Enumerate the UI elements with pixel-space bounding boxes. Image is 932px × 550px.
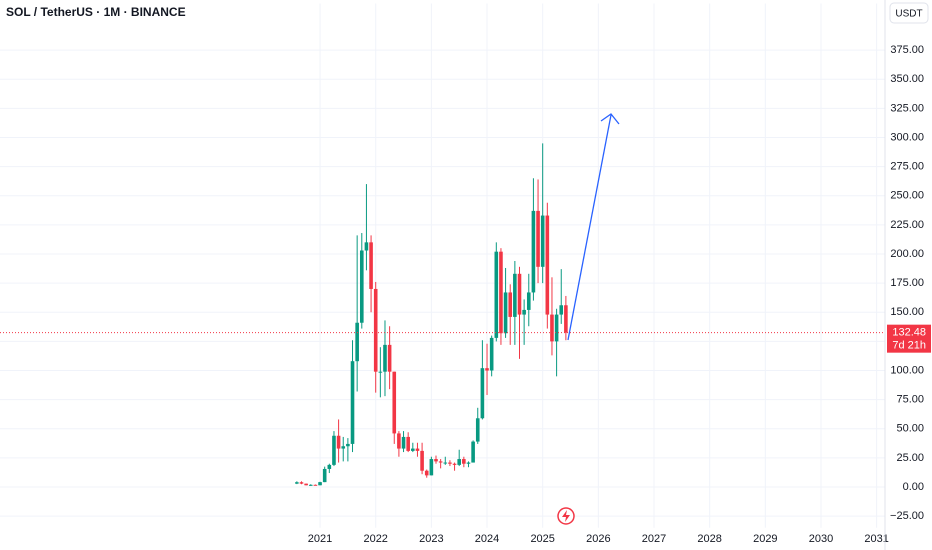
x-tick-label: 2027 bbox=[642, 533, 666, 545]
candle-body bbox=[327, 464, 332, 469]
candle-body bbox=[452, 463, 457, 465]
x-tick-label: 2024 bbox=[475, 533, 499, 545]
candle-body bbox=[308, 484, 313, 486]
candle-body bbox=[336, 435, 341, 449]
candle-body bbox=[406, 436, 410, 451]
candle-body bbox=[457, 459, 461, 465]
candle-body bbox=[341, 446, 346, 449]
candle-body bbox=[369, 242, 373, 289]
y-tick-label: 150.00 bbox=[890, 306, 924, 318]
y-tick-label: 75.00 bbox=[896, 394, 924, 406]
y-tick-label: 0.00 bbox=[903, 481, 924, 493]
candle-body bbox=[424, 470, 429, 476]
arrow-drawing bbox=[567, 113, 620, 341]
candle-body bbox=[392, 371, 397, 434]
candle-body bbox=[522, 309, 526, 315]
y-tick-label: 200.00 bbox=[890, 248, 924, 260]
candle-body bbox=[462, 459, 466, 464]
x-tick-label: 2028 bbox=[697, 533, 721, 545]
candle-body bbox=[526, 292, 531, 310]
candle-body bbox=[299, 482, 304, 484]
x-tick-label: 2026 bbox=[586, 533, 610, 545]
candle-body bbox=[550, 314, 554, 342]
candle-body bbox=[494, 251, 499, 338]
candle-body bbox=[545, 215, 550, 315]
chart-title: SOL / TetherUS · 1M · BINANCE bbox=[6, 5, 186, 19]
candle-body bbox=[429, 459, 434, 476]
x-tick-label: 2031 bbox=[864, 533, 888, 545]
candle-body bbox=[295, 482, 299, 484]
candle-body bbox=[438, 461, 443, 463]
candle-body bbox=[554, 314, 559, 342]
candle-body bbox=[332, 435, 336, 465]
y-tick-label: 25.00 bbox=[896, 452, 924, 464]
candle-body bbox=[513, 273, 517, 317]
y-tick-label: 350.00 bbox=[890, 73, 924, 85]
y-tick-label: −25.00 bbox=[890, 510, 924, 522]
event-icon[interactable] bbox=[557, 507, 575, 525]
candle-body bbox=[517, 273, 522, 315]
x-tick-label: 2022 bbox=[363, 533, 387, 545]
candle-body bbox=[420, 450, 424, 471]
countdown-label: 7d 21h bbox=[892, 340, 926, 352]
candle-body bbox=[313, 484, 318, 486]
candle-body bbox=[401, 436, 406, 449]
y-tick-label: 50.00 bbox=[896, 423, 924, 435]
last-price-label: 132.48 bbox=[892, 327, 926, 339]
y-tick-label: 100.00 bbox=[890, 364, 924, 376]
candle-body bbox=[485, 368, 489, 371]
candle-body bbox=[411, 448, 415, 451]
candle-body bbox=[508, 292, 513, 317]
candle-body bbox=[489, 337, 494, 371]
candle-body bbox=[359, 250, 364, 323]
plot: −25.000.0025.0050.0075.00100.00125.00150… bbox=[0, 3, 931, 545]
candle-body bbox=[378, 371, 383, 373]
y-tick-label: 225.00 bbox=[890, 219, 924, 231]
candle-body bbox=[536, 210, 540, 267]
candle-body bbox=[387, 344, 392, 372]
y-tick-label: 300.00 bbox=[890, 131, 924, 143]
y-tick-label: 175.00 bbox=[890, 277, 924, 289]
x-tick-label: 2029 bbox=[753, 533, 777, 545]
y-tick-label: 375.00 bbox=[890, 44, 924, 56]
candle-body bbox=[443, 462, 448, 464]
candle-body bbox=[499, 251, 503, 334]
candle-body bbox=[373, 288, 378, 372]
candle-body bbox=[415, 448, 420, 451]
candle-body bbox=[355, 322, 359, 362]
candle-body bbox=[304, 483, 308, 486]
candle-body bbox=[559, 305, 564, 315]
candle-body bbox=[503, 292, 508, 334]
candle-body bbox=[531, 210, 536, 293]
currency-label: USDT bbox=[895, 9, 922, 20]
candle-body bbox=[471, 441, 475, 463]
candle-body bbox=[466, 462, 471, 464]
candle-body bbox=[475, 418, 480, 442]
candle-body bbox=[564, 305, 568, 333]
candle-body bbox=[364, 242, 369, 251]
x-tick-label: 2023 bbox=[419, 533, 443, 545]
y-tick-label: 250.00 bbox=[890, 190, 924, 202]
candle-body bbox=[383, 344, 387, 372]
currency-button[interactable] bbox=[889, 2, 929, 24]
candle-body bbox=[540, 215, 545, 267]
candle-body bbox=[346, 443, 350, 447]
y-tick-label: 275.00 bbox=[890, 161, 924, 173]
x-tick-label: 2030 bbox=[809, 533, 833, 545]
x-tick-label: 2025 bbox=[530, 533, 554, 545]
candle-body bbox=[448, 462, 452, 464]
candle-body bbox=[350, 361, 355, 444]
candle-body bbox=[322, 468, 327, 483]
candle-body bbox=[434, 459, 438, 462]
candle-body bbox=[318, 482, 322, 486]
candle-body bbox=[397, 433, 401, 449]
last-price-badge bbox=[887, 324, 931, 353]
candle-body bbox=[480, 368, 485, 419]
x-tick-label: 2021 bbox=[308, 533, 332, 545]
y-tick-label: 325.00 bbox=[890, 102, 924, 114]
